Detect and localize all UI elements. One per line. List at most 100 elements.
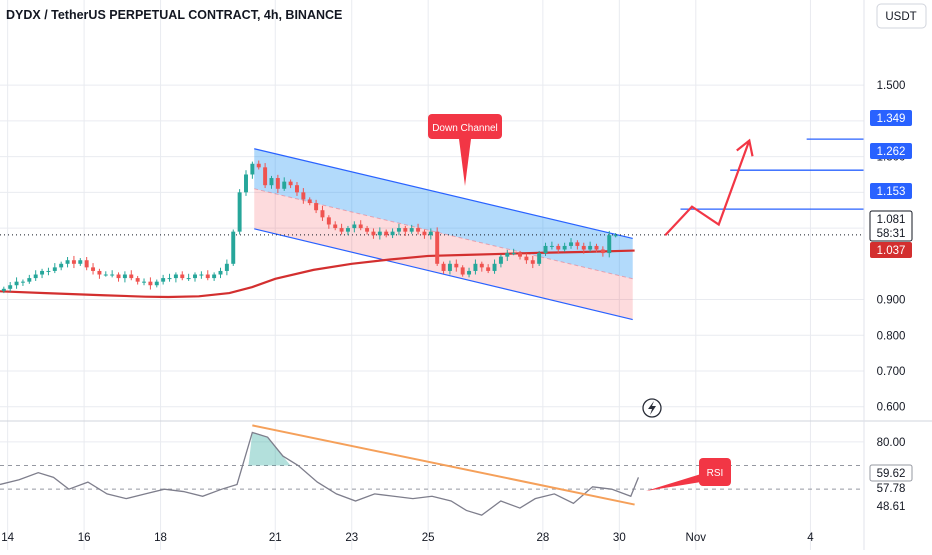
rsi-line (0, 431, 640, 516)
candle-up (161, 274, 166, 285)
candle-down (416, 223, 421, 235)
candle-body (524, 256, 529, 261)
price-grid (0, 0, 864, 550)
candle-body (511, 253, 516, 255)
svg-text:1.037: 1.037 (877, 245, 906, 257)
candle-body (384, 231, 389, 236)
candle-up (569, 238, 573, 249)
candle-body (530, 260, 535, 264)
svg-text:1.153: 1.153 (877, 186, 906, 198)
candle-body (142, 281, 147, 283)
candle-up (250, 161, 255, 179)
candle-down (486, 264, 491, 274)
candle-body (1, 288, 6, 291)
candle-up (244, 170, 248, 196)
candle-down (594, 243, 599, 253)
candle-body (180, 274, 185, 279)
candle-up (193, 272, 197, 282)
price-tick-label: 1.500 (877, 80, 906, 92)
candle-up (588, 241, 593, 252)
candle-up (282, 177, 287, 191)
candle-body (492, 263, 497, 271)
svg-text:59.62: 59.62 (877, 468, 906, 480)
candle-body (403, 228, 408, 232)
candle-up (110, 270, 115, 278)
candle-up (103, 271, 108, 277)
candle-body (116, 274, 121, 279)
candle-body (549, 245, 554, 247)
candle-body (14, 281, 19, 286)
candle-body (154, 281, 159, 286)
time-tick-label: 16 (78, 532, 91, 544)
candle-down (129, 270, 134, 281)
rsi-tick-label: 80.00 (877, 437, 906, 449)
candle-up (78, 258, 83, 266)
candle-body (250, 163, 255, 175)
moving-average (0, 249, 635, 299)
candle-body (282, 181, 287, 189)
candle-down (422, 229, 427, 239)
candle-body (447, 263, 452, 271)
candle-down (256, 160, 261, 170)
candle-body (365, 228, 370, 232)
time-tick-label: 4 (807, 532, 814, 544)
currency-button[interactable]: USDT (876, 3, 927, 29)
candle-up (218, 267, 223, 279)
candle-body (59, 263, 64, 268)
last-price-value: 1.081 (877, 214, 906, 226)
candle-body (167, 278, 172, 280)
candle-body (575, 242, 580, 246)
candle-body (422, 231, 427, 236)
candle-up (65, 257, 70, 268)
candle-down (307, 197, 312, 206)
candle-up (20, 279, 25, 286)
candle-up (613, 233, 618, 238)
candle-up (473, 259, 478, 275)
time-tick-label: 14 (1, 532, 14, 544)
candle-up (237, 189, 242, 235)
candle-up (212, 272, 217, 281)
candle-up (231, 229, 236, 266)
candle-up (543, 242, 548, 256)
candle-body (473, 263, 478, 271)
candle-up (562, 242, 567, 252)
candle-body (569, 242, 573, 246)
candle-body (8, 285, 13, 289)
candle-up (46, 267, 51, 276)
currency-label: USDT (885, 11, 916, 23)
candle-down (135, 275, 140, 285)
candle-body (537, 253, 542, 264)
candle-down (314, 199, 319, 214)
candle-down (581, 242, 586, 254)
candle-down (454, 259, 459, 272)
candle-up (40, 268, 45, 279)
candle-body (435, 231, 440, 264)
candle-down (575, 240, 580, 250)
candle-down (71, 255, 76, 269)
candle-body (27, 278, 32, 282)
candle-up (122, 271, 127, 283)
lightning-icon[interactable] (642, 398, 662, 418)
time-tick-label: 23 (345, 532, 358, 544)
candle-body (607, 235, 612, 254)
candle-up (447, 260, 452, 275)
svg-text:1.349: 1.349 (877, 113, 906, 125)
candle-body (307, 199, 312, 204)
candle-body (129, 274, 134, 279)
chart-title: DYDX / TetherUS PERPETUAL CONTRACT, 4h, … (6, 8, 342, 22)
time-axis: 14 16 18 21 23 25 28 30 Nov 4 (1, 532, 814, 544)
candle-up (142, 278, 147, 286)
time-tick-label: 28 (536, 532, 549, 544)
candle-up (8, 282, 13, 292)
candle-body (173, 274, 178, 279)
candle-down (116, 272, 121, 282)
candle-body (71, 260, 76, 264)
candle-body (556, 245, 561, 250)
candle-body (269, 178, 274, 186)
candle-body (103, 274, 108, 276)
candle-down (460, 265, 465, 277)
candle-up (396, 223, 401, 236)
time-tick-label: 18 (154, 532, 167, 544)
